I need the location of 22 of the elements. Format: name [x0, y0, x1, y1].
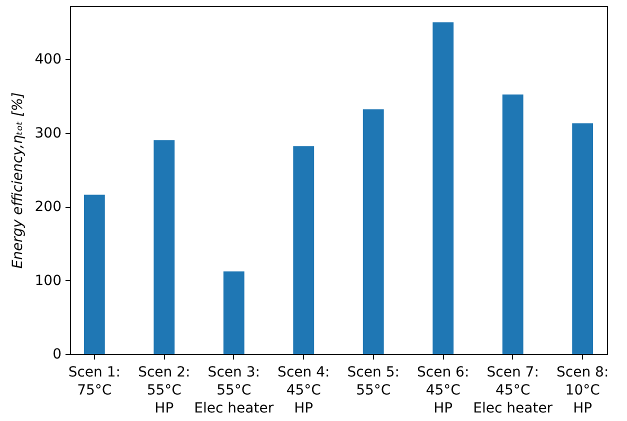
x-tick-label: Scen 5: 55°C [347, 364, 400, 398]
bar [84, 194, 105, 354]
x-tick-label: Scen 2: 55°C HP [138, 364, 190, 416]
bar [432, 22, 454, 354]
x-tick-label: Scen 6: 45°C HP [417, 364, 470, 416]
y-tick-label: 100 [34, 272, 62, 289]
x-tick-label: Scen 8: 10°C HP [556, 364, 609, 416]
bar [362, 109, 384, 354]
x-tick-label: Scen 1: 75°C [68, 364, 120, 398]
x-tick-label: Scen 3: 55°C Elec heater [194, 364, 274, 416]
x-tick-label: Scen 4: 45°C HP [278, 364, 330, 416]
y-tick-label: 400 [34, 52, 62, 68]
bar [293, 146, 314, 354]
y-axis-title: Energy efficiency,ηₜₒₜ [%] [10, 92, 26, 269]
y-tick-label: 200 [34, 199, 62, 216]
bar [572, 123, 594, 354]
x-tick-label: Scen 7: 45°C Elec heater [473, 364, 553, 416]
bar [154, 140, 175, 354]
bar [223, 271, 244, 354]
bar [502, 94, 524, 354]
y-tick-label: 0 [52, 346, 62, 362]
y-tick-label: 300 [34, 125, 62, 142]
